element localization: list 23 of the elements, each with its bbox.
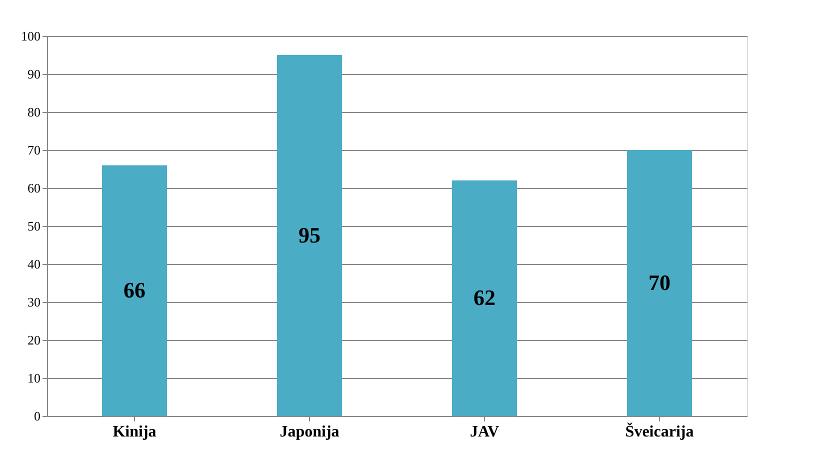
x-tick-label: JAV <box>470 424 500 440</box>
y-tick-label: 20 <box>28 332 40 348</box>
data-label: 62 <box>474 285 496 310</box>
data-label: 66 <box>124 278 146 303</box>
y-tick-label: 70 <box>28 142 40 158</box>
y-tick-label: 50 <box>28 218 40 234</box>
bar <box>627 150 692 416</box>
x-tick-label: Japonija <box>280 424 340 440</box>
data-label: 95 <box>298 222 320 248</box>
y-tick-label: 100 <box>21 28 40 44</box>
x-tick-label: Kinija <box>112 424 156 440</box>
bar <box>102 165 167 416</box>
y-tick-label: 80 <box>28 104 40 120</box>
x-tick-label: Šveicarija <box>625 422 694 440</box>
y-tick-label: 30 <box>28 294 40 310</box>
y-tick-label: 60 <box>28 180 40 196</box>
y-tick-label: 10 <box>28 370 40 386</box>
y-tick-label: 40 <box>28 256 40 272</box>
bar <box>277 55 342 416</box>
y-tick-label: 0 <box>34 408 40 424</box>
bar <box>452 180 517 416</box>
y-tick-label: 90 <box>28 66 40 82</box>
data-label: 70 <box>648 270 670 295</box>
